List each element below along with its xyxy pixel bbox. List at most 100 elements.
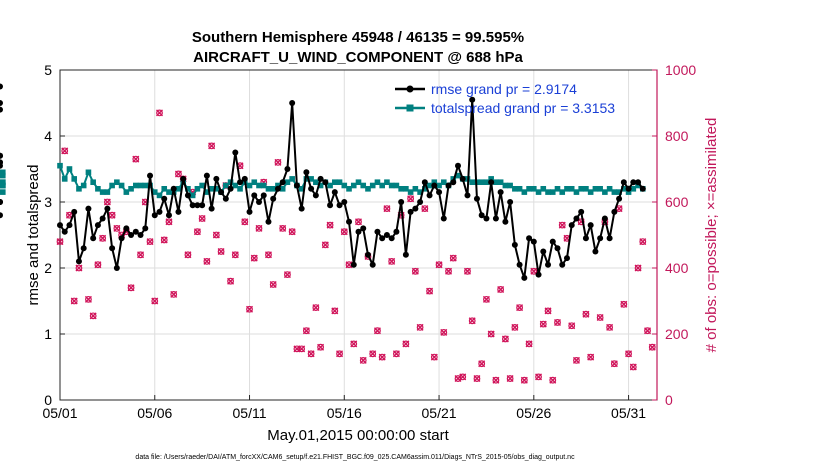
point-rmse [0,159,3,166]
obs-count-marker [113,224,121,232]
point-spread [156,192,163,199]
point-rmse [412,205,419,212]
point-spread [478,179,485,185]
x-axis: 05/01 05/06 05/11 05/16 05/21 05/26 05/31 [42,395,646,421]
point-spread [403,186,409,192]
point-spread [488,176,494,182]
point-spread [554,186,561,192]
point-rmse [426,192,433,199]
obs-count-marker [440,328,448,336]
point-rmse [507,199,514,205]
point-rmse [113,265,120,271]
obs-count-marker [402,340,410,348]
point-rmse [360,225,367,232]
point-spread [592,186,599,192]
x-tick-label: 05/11 [233,405,267,421]
point-rmse [559,261,566,268]
x-tick-label: 05/21 [422,405,457,421]
point-spread [549,189,556,195]
y-left-tick-label: 4 [44,128,52,144]
obs-count-marker [596,314,604,321]
y-right-tick-label: 600 [665,194,689,210]
point-rmse [549,238,556,245]
point-spread [531,186,537,192]
point-rmse [464,192,471,199]
obs-count-marker [208,142,216,150]
point-rmse [421,179,428,186]
obs-count-marker [283,271,291,279]
point-rmse [293,182,300,189]
legend-rmse-marker [406,85,414,93]
point-rmse [104,205,111,212]
point-rmse [298,205,305,212]
point-spread [635,182,641,189]
point-spread [109,182,115,189]
point-rmse [66,222,73,229]
point-rmse [256,199,262,205]
point-rmse [388,235,395,242]
point-rmse [473,195,480,202]
legend-spread-label: totalspread grand pr = 3.3153 [431,100,615,116]
point-rmse [170,185,177,192]
point-spread [616,189,622,195]
obs-count-marker [127,284,135,292]
obs-count-marker [61,147,69,155]
point-rmse [436,189,443,196]
obs-count-marker [340,228,348,236]
obs-count-marker [317,343,325,351]
obs-count-marker [137,251,145,259]
obs-count-marker [184,251,192,259]
obs-count-marker [217,248,225,255]
obs-count-marker [459,373,467,381]
point-rmse [455,162,461,169]
obs-count-marker [435,261,443,269]
point-spread [0,189,6,195]
obs-count-marker [274,158,282,166]
obs-count-marker [572,356,580,364]
obs-count-marker [255,224,263,232]
point-spread [189,192,196,199]
point-spread [114,179,120,185]
point-rmse [208,205,215,212]
point-rmse [587,222,594,229]
y-axis-right-label: # of obs: o=possible; ×=assimilated [703,118,720,353]
point-spread [76,186,82,192]
point-spread [284,179,291,185]
obs-count-marker [625,350,633,358]
point-spread [568,186,575,192]
obs-count-marker [629,363,637,371]
point-rmse [469,96,476,103]
point-spread [142,182,149,189]
point-spread [208,186,215,192]
point-spread [341,182,348,189]
point-rmse [402,251,409,258]
obs-count-marker [321,241,329,249]
point-rmse [94,222,101,229]
point-spread [308,176,314,182]
obs-count-marker [302,327,310,335]
y-left-tick-label: 2 [44,260,52,276]
point-spread [564,186,570,192]
point-rmse [0,100,3,106]
point-spread [199,182,205,189]
point-rmse [132,228,139,235]
obs-count-marker [587,353,595,361]
obs-count-marker [170,290,178,298]
y-left-tick-label: 5 [44,62,52,78]
obs-count-marker [160,236,168,244]
point-rmse [540,248,547,255]
x-tick-label: 05/31 [611,405,646,421]
point-rmse [99,215,106,222]
obs-count-marker [269,281,277,288]
point-rmse [488,179,495,186]
point-rmse [109,245,116,252]
point-rmse [635,179,642,186]
point-rmse [563,255,570,262]
point-spread [526,186,532,192]
point-spread [61,176,68,182]
point-rmse [341,199,348,205]
point-rmse [630,179,637,186]
point-spread [545,189,551,195]
point-spread [621,186,627,192]
point-rmse [270,195,277,202]
